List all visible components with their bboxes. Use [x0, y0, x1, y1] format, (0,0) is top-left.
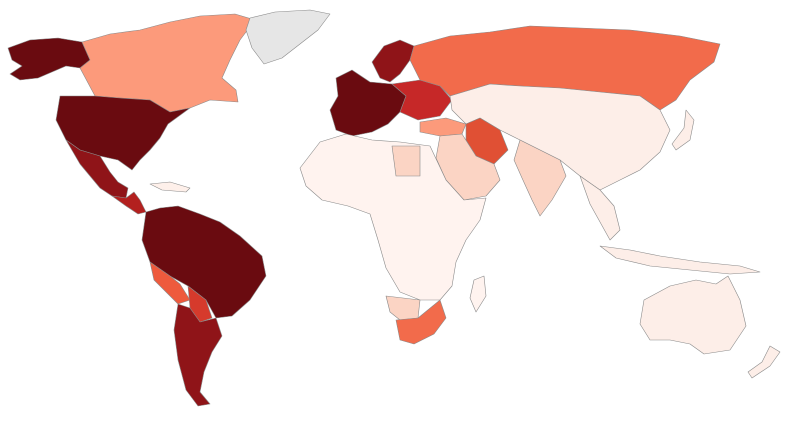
mexico: [65, 139, 129, 199]
south-africa: [395, 299, 447, 345]
western-europe: [329, 69, 407, 137]
caribbean: [149, 181, 191, 193]
new-zealand: [747, 345, 781, 379]
india: [513, 139, 567, 217]
bolivia-peru: [149, 261, 191, 305]
paraguay: [187, 285, 213, 323]
libya: [391, 145, 421, 177]
japan: [671, 109, 695, 151]
central-america: [111, 191, 147, 215]
indonesia: [599, 245, 761, 275]
greenland: [245, 9, 331, 65]
argentina-chile: [173, 303, 223, 407]
africa: [299, 133, 487, 301]
alaska: [7, 37, 91, 81]
australia: [639, 275, 747, 355]
southeast-asia: [579, 175, 621, 241]
madagascar: [469, 275, 487, 313]
